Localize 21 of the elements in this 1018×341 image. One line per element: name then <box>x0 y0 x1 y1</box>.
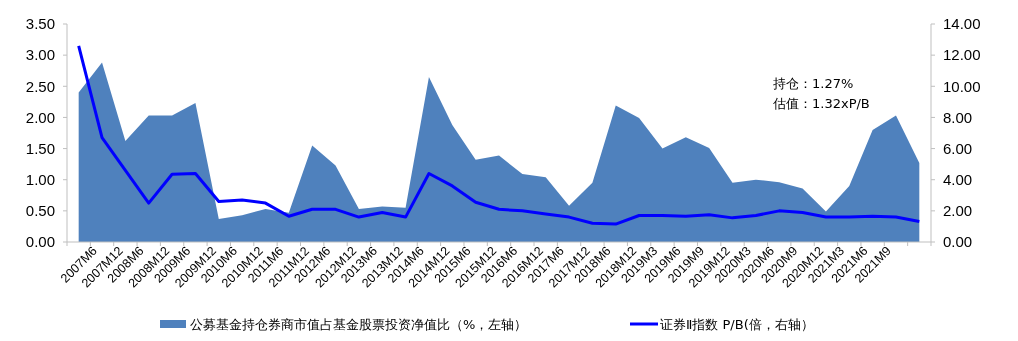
y2-tick-label: 8.00 <box>943 108 973 126</box>
annotation: 估值：1.32xP/B <box>772 96 870 111</box>
y-tick-label: 3.00 <box>25 46 55 64</box>
y-tick-label: 2.50 <box>25 77 55 95</box>
y2-tick-label: 2.00 <box>943 202 973 220</box>
y-tick-label: 3.50 <box>25 15 55 33</box>
legend-label: 公募基金持仓券商市值占基金股票投资净值比（%，左轴） <box>190 316 528 332</box>
legend-label: 证券Ⅱ指数 P/B(倍，右轴） <box>660 316 814 332</box>
y-tick-label: 2.00 <box>25 108 55 126</box>
y2-tick-label: 10.00 <box>943 77 981 95</box>
y2-tick-label: 14.00 <box>943 15 981 33</box>
y2-tick-label: 12.00 <box>943 46 981 64</box>
y-tick-label: 0.00 <box>25 233 55 251</box>
line-series <box>77 44 921 226</box>
y2-tick-label: 6.00 <box>943 139 973 157</box>
annotation: 持仓：1.27% <box>773 76 854 91</box>
y2-tick-label: 0.00 <box>943 233 973 251</box>
y-tick-label: 0.50 <box>25 202 55 220</box>
y-tick-label: 1.00 <box>25 170 55 188</box>
y2-tick-label: 4.00 <box>943 170 973 188</box>
y-tick-label: 1.50 <box>25 139 55 157</box>
